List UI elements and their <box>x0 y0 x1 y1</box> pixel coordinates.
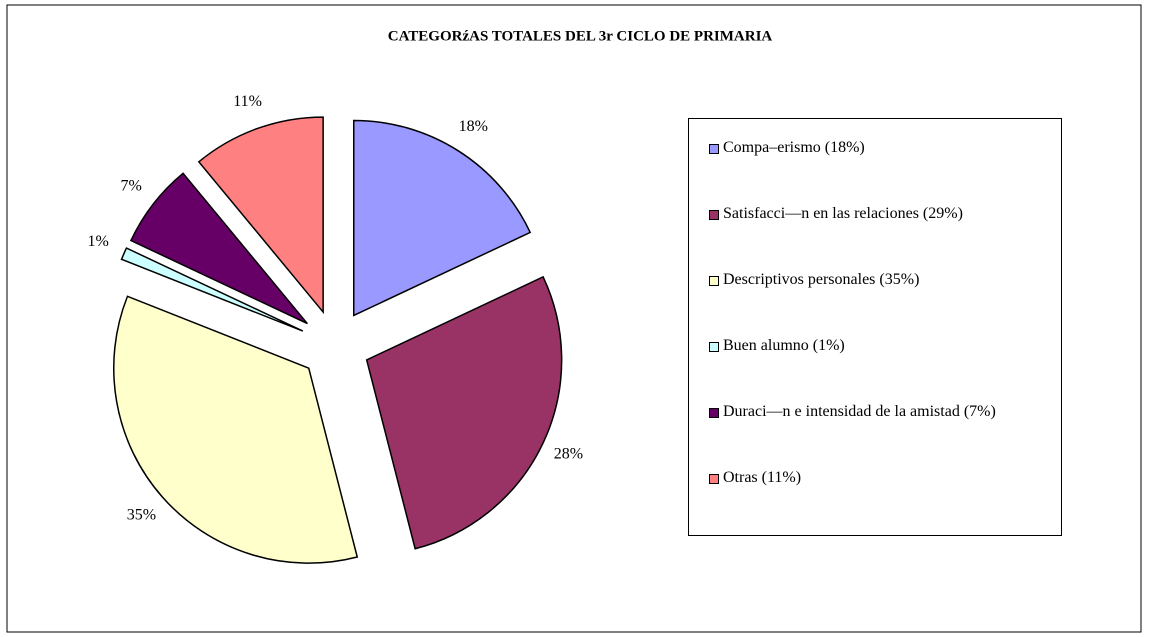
legend-swatch <box>709 408 719 418</box>
data-label: 28% <box>554 446 583 463</box>
legend-item: Duraci—n e intensidad de la amistad (7%) <box>709 403 1051 469</box>
legend-item: Buen alumno (1%) <box>709 337 1051 403</box>
data-label: 1% <box>88 233 109 250</box>
legend-swatch <box>709 144 719 154</box>
data-label: 35% <box>127 506 156 523</box>
legend-swatch <box>709 276 719 286</box>
legend-label: Buen alumno (1%) <box>723 337 845 354</box>
data-label: 7% <box>120 178 141 195</box>
pie-slice <box>129 172 308 325</box>
legend-label: Otras (11%) <box>723 469 802 486</box>
data-label: 18% <box>459 118 488 135</box>
legend-item: Otras (11%) <box>709 469 1051 535</box>
legend-label: Descriptivos personales (35%) <box>723 271 920 288</box>
legend-swatch <box>709 210 719 220</box>
legend-item: Compa–erismo (18%) <box>709 139 1051 205</box>
pie-slice <box>113 295 359 564</box>
pie-slice <box>365 275 563 550</box>
pie-slice <box>353 119 532 317</box>
legend-swatch <box>709 342 719 352</box>
pie-slice <box>197 116 324 315</box>
data-label: 11% <box>233 93 262 110</box>
legend-item: Descriptivos personales (35%) <box>709 271 1051 337</box>
legend-label: Compa–erismo (18%) <box>723 139 865 156</box>
pie-slice <box>120 247 304 332</box>
chart-title: CATEGORźAS TOTALES DEL 3r CICLO DE PRIMA… <box>388 28 773 44</box>
legend-label: Duraci—n e intensidad de la amistad (7%) <box>723 403 996 420</box>
legend-label: Satisfacci—n en las relaciones (29%) <box>723 205 963 222</box>
legend-item: Satisfacci—n en las relaciones (29%) <box>709 205 1051 271</box>
legend: Compa–erismo (18%) Satisfacci—n en las re… <box>688 118 1062 536</box>
legend-swatch <box>709 474 719 484</box>
